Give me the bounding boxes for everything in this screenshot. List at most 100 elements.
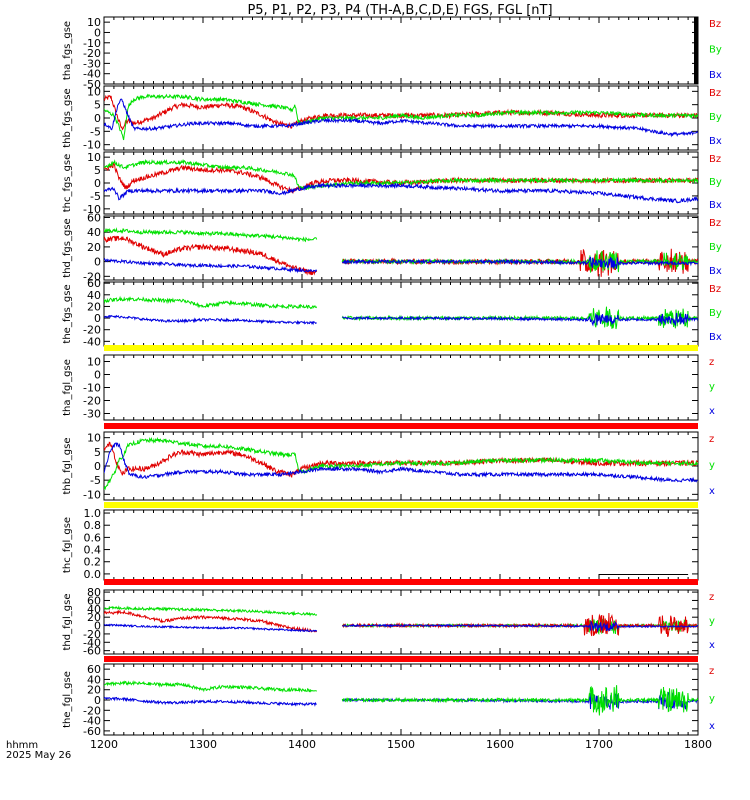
y-tick-label: -60 <box>83 645 101 658</box>
y-axis-label: the_fgl_gse <box>62 671 73 728</box>
legend-x: x <box>709 406 715 417</box>
y-tick-label: 20 <box>87 241 101 254</box>
legend-y: y <box>709 694 715 705</box>
x-tick-label: 1200 <box>90 738 118 751</box>
series-line-By <box>104 227 698 273</box>
x-tick-label: 1300 <box>189 738 217 751</box>
panel-thc_fgl: 1.00.80.60.40.20.0 thc_fgl_gse <box>62 507 699 585</box>
panel-thd_fgs: 60 40 20 0-20 thd_fgs_gse Bz By Bx <box>62 211 722 283</box>
y-axis-label: thc_fgl_gse <box>62 517 73 573</box>
legend-x: x <box>709 721 715 732</box>
y-tick-label: -40 <box>83 636 101 649</box>
y-tick-label: 0.6 <box>84 531 102 544</box>
series-line-y <box>104 436 698 491</box>
legend-z: z <box>709 434 714 445</box>
x-tick-label: 1600 <box>486 738 514 751</box>
y-tick-label: -10 <box>83 488 101 501</box>
y-tick-label: -20 <box>83 628 101 641</box>
y-tick-label: -5 <box>90 474 101 487</box>
legend-Bz: Bz <box>709 218 721 229</box>
series-line-x <box>104 620 698 633</box>
x-axis-corner-label-hhmm: hhmm <box>6 740 38 751</box>
y-tick-label: 10 <box>87 356 101 369</box>
y-tick-label: -60 <box>83 725 101 738</box>
legend-x: x <box>709 640 715 651</box>
x-axis-corner-label-date: 2025 May 26 <box>6 750 71 761</box>
y-tick-label: -50 <box>83 78 101 91</box>
y-tick-label: 0 <box>94 620 101 633</box>
legend-Bz: Bz <box>709 88 721 99</box>
y-axis-label: the_fgs_gse <box>62 284 73 343</box>
y-tick-label: -10 <box>83 382 101 395</box>
x-tick-label: 1700 <box>585 738 613 751</box>
series-line-By <box>104 295 698 330</box>
series-line-x <box>104 442 698 483</box>
y-tick-label: -40 <box>83 715 101 728</box>
y-tick-label: 0 <box>94 460 101 473</box>
y-tick-label: -20 <box>83 395 101 408</box>
legend-Bx: Bx <box>709 266 722 277</box>
y-tick-label: 20 <box>87 684 101 697</box>
panel-frame <box>103 354 699 421</box>
y-axis-label: tha_fgl_gse <box>62 359 73 416</box>
panel-tha_fgl: 100-10-20-30 tha_fgl_gse z y x <box>62 354 715 429</box>
y-tick-label: 40 <box>87 226 101 239</box>
legend-Bx: Bx <box>709 200 722 211</box>
panel-frame <box>103 509 699 581</box>
legend-x: x <box>709 486 715 497</box>
status-bar <box>104 656 698 662</box>
data-strip <box>694 17 698 84</box>
y-tick-label: -10 <box>83 37 101 50</box>
y-tick-label: 10 <box>87 16 101 29</box>
y-tick-label: 60 <box>87 211 101 224</box>
y-tick-label: -10 <box>83 139 101 152</box>
status-bar <box>104 502 698 508</box>
y-tick-label: 0 <box>94 312 101 325</box>
y-tick-label: -20 <box>83 704 101 717</box>
series-line-Bz <box>104 162 698 194</box>
panel-frame <box>103 431 699 501</box>
x-tick-label: 1800 <box>684 738 712 751</box>
y-tick-label: -5 <box>90 125 101 138</box>
y-tick-label: -40 <box>83 335 101 348</box>
legend-Bx: Bx <box>709 70 722 81</box>
legend-By: By <box>709 45 722 56</box>
y-tick-label: 0 <box>94 694 101 707</box>
legend-Bx: Bx <box>709 332 722 343</box>
y-tick-label: 60 <box>87 594 101 607</box>
legend-By: By <box>709 242 722 253</box>
legend-Bx: Bx <box>709 136 722 147</box>
x-tick-label: 1400 <box>288 738 316 751</box>
legend-y: y <box>709 382 715 393</box>
y-tick-label: -20 <box>83 324 101 337</box>
y-tick-label: 60 <box>87 277 101 290</box>
y-tick-label: -30 <box>83 57 101 70</box>
legend-y: y <box>709 460 715 471</box>
panel-frame <box>103 16 699 85</box>
y-tick-label: 0.2 <box>84 556 102 569</box>
y-tick-label: 5 <box>94 446 101 459</box>
status-bar <box>104 345 698 351</box>
series-line-Bx <box>104 98 698 138</box>
legend-Bz: Bz <box>709 154 721 165</box>
legend-By: By <box>709 177 722 188</box>
series-line-Bx <box>104 181 698 204</box>
legend-Bz: Bz <box>709 19 721 30</box>
y-tick-label: 0.0 <box>84 568 102 581</box>
legend-By: By <box>709 308 722 319</box>
y-axis-label: tha_fgs_gse <box>62 21 73 80</box>
y-tick-label: -30 <box>83 408 101 421</box>
y-tick-label: 0.8 <box>84 519 102 532</box>
y-tick-label: 0 <box>94 26 101 39</box>
series-line-By <box>104 158 698 191</box>
y-tick-label: 5 <box>94 99 101 112</box>
legend-y: y <box>709 616 715 627</box>
y-tick-label: 80 <box>87 586 101 599</box>
y-tick-label: -40 <box>83 68 101 81</box>
